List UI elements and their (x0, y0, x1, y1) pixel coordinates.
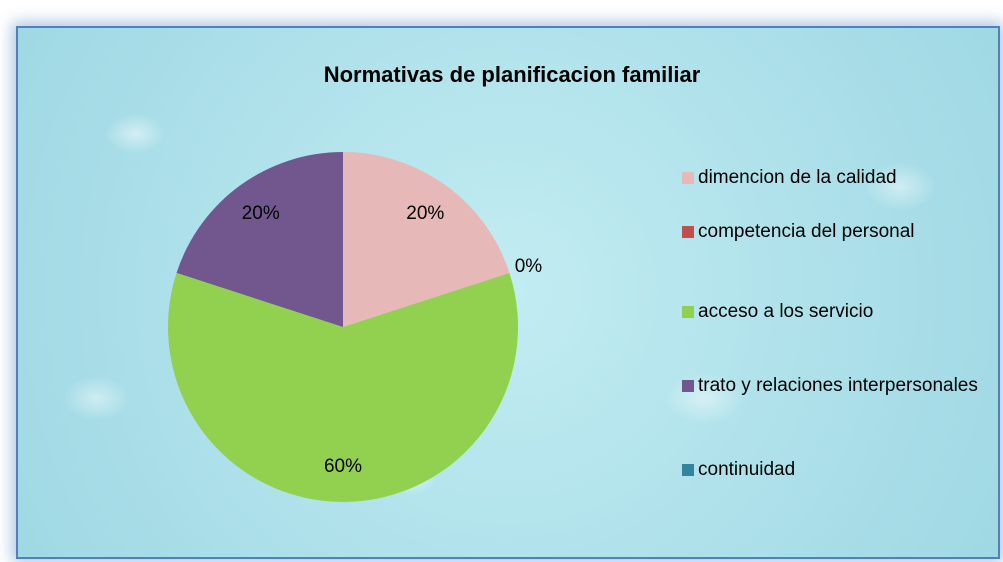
chart-title: Normativas de planificacion familiar (324, 62, 701, 87)
legend-item: trato y relaciones interpersonales (682, 374, 982, 398)
legend-item: continuidad (682, 458, 982, 482)
legend-item: dimencion de la calidad (682, 166, 982, 190)
legend-label: trato y relaciones interpersonales (698, 375, 978, 396)
data-label: 20% (406, 203, 444, 224)
legend-label: continuidad (698, 459, 795, 480)
legend-swatch (682, 226, 694, 238)
data-label: 20% (242, 203, 280, 224)
legend-item: competencia del personal (682, 220, 982, 244)
legend-swatch (682, 380, 694, 392)
legend-swatch (682, 172, 694, 184)
page: Normativas de planificacion familiar 20%… (0, 0, 1003, 562)
legend-label: competencia del personal (698, 221, 915, 242)
legend-swatch (682, 306, 694, 318)
legend-swatch (682, 464, 694, 476)
legend-label: acceso a los servicio (698, 301, 873, 322)
legend-item: acceso a los servicio (682, 300, 982, 324)
data-label: 60% (324, 456, 362, 477)
data-label: 0% (515, 256, 543, 277)
legend-label: dimencion de la calidad (698, 167, 897, 188)
